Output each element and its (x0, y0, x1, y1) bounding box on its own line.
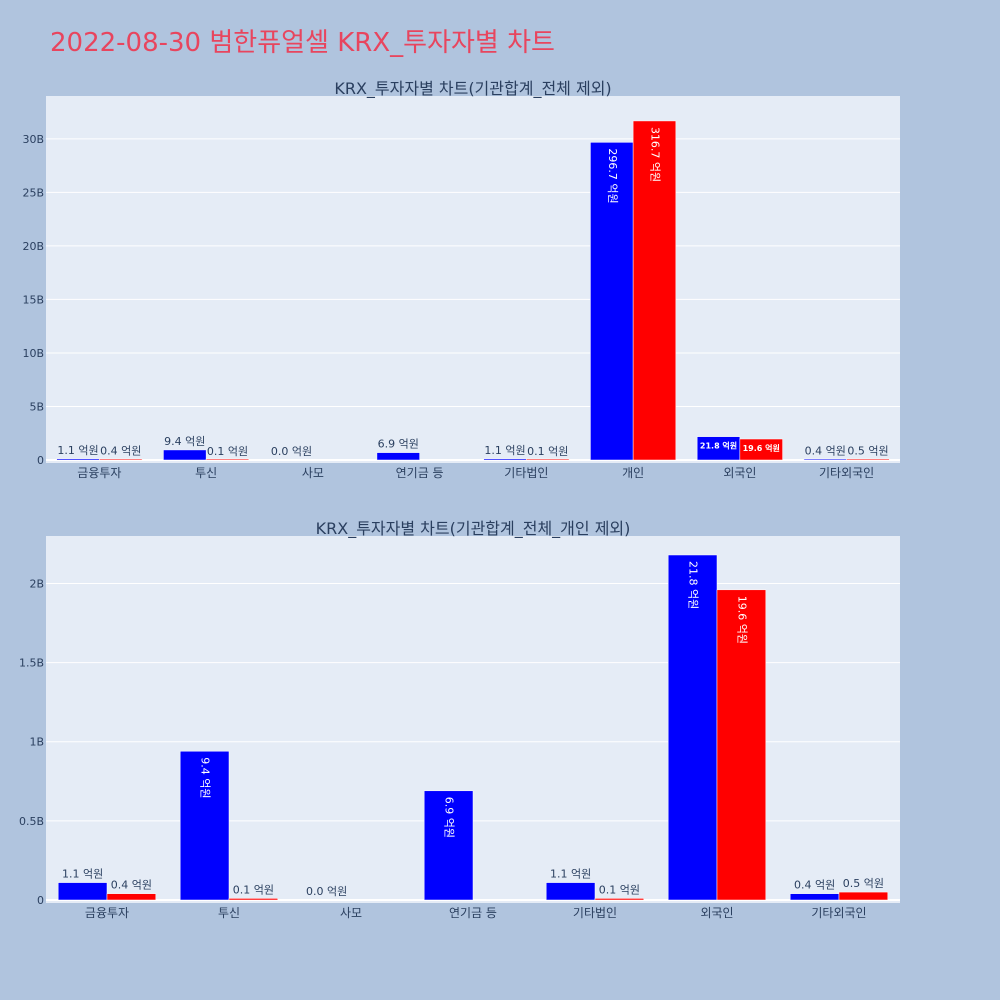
x-tick-label: 외국인 (700, 906, 733, 920)
bar-label: 6.9 억원 (443, 797, 456, 838)
bar (789, 893, 840, 901)
bar (205, 458, 250, 461)
y-tick-label: 15B (22, 293, 44, 306)
y-tick-label: 5B (29, 400, 44, 413)
y-tick-label: 1.5B (19, 657, 44, 670)
bar (838, 891, 889, 901)
y-tick-label: 30B (22, 133, 44, 146)
chart-1: 0 5B 10B 15B 20B 25B 30B KRX_투자자별 차트(기관합계_전체 제외… (22, 79, 900, 480)
bar-label: 316.7 억원 (648, 127, 661, 182)
bar-label: 0.1 억원 (599, 883, 640, 896)
bar-label: 0.0 억원 (271, 445, 312, 458)
chart-2: 0 0.5B 1B 1.5B 2B KRX_투자자별 차트(기관합계_전체_개인 제외) 금… (19, 519, 900, 920)
x-tick-label: 기타외국인 (819, 466, 874, 480)
x-tick-label: 투신 (218, 906, 240, 920)
page-title: 2022-08-30 범한퓨얼셀 KRX_투자자별 차트 (50, 28, 555, 58)
plot-area (46, 96, 900, 463)
bar (716, 589, 767, 901)
x-tick-label: 연기금 등 (449, 906, 497, 920)
x-tick-label: 사모 (302, 466, 324, 480)
bar (106, 893, 157, 901)
chart-title: KRX_투자자별 차트(기관합계_전체 제외) (334, 79, 611, 99)
x-tick-label: 사모 (340, 906, 362, 920)
bar-label: 0.1 억원 (233, 883, 274, 896)
bar-label: 9.4 억원 (199, 757, 212, 798)
bar (99, 458, 143, 461)
bar (590, 142, 634, 461)
x-tick-label: 외국인 (723, 466, 756, 480)
y-tick-label: 1B (29, 736, 44, 749)
bar-label: 0.5 억원 (847, 444, 888, 457)
bar-label: 0.4 억원 (111, 879, 152, 892)
bar (545, 882, 596, 901)
y-tick-label: 0.5B (19, 815, 44, 828)
bar-label: 1.1 억원 (62, 868, 103, 881)
x-tick-label: 기타외국인 (811, 906, 866, 920)
bar (739, 438, 783, 461)
bar (526, 458, 570, 461)
x-tick-label: 개인 (622, 466, 644, 480)
y-tick-label: 25B (22, 186, 44, 199)
bar (56, 458, 100, 461)
bar (483, 458, 527, 461)
bar-label: 19.6 억원 (735, 596, 748, 644)
bar-label: 9.4 억원 (164, 435, 205, 448)
bar (376, 452, 420, 461)
x-tick-label: 금융투자 (77, 466, 121, 480)
bar-label: 1.1 억원 (550, 868, 591, 881)
bar-label: 6.9 억원 (378, 438, 419, 451)
bar-label: 0.0 억원 (306, 885, 347, 898)
bar (179, 750, 230, 901)
y-tick-label: 0 (37, 454, 44, 467)
y-tick-label: 20B (22, 240, 44, 253)
x-tick-label: 투신 (195, 466, 217, 480)
bar (228, 898, 279, 901)
x-tick-label: 연기금 등 (396, 466, 444, 480)
x-tick-label: 기타법인 (573, 906, 617, 920)
bar-label: 1.1 억원 (57, 444, 98, 457)
bar (846, 458, 890, 461)
bar (803, 458, 847, 461)
bar (163, 449, 207, 461)
bar-label: 1.1 억원 (484, 444, 525, 457)
bar (594, 898, 645, 901)
bar-label: 0.4 억원 (100, 445, 141, 458)
bar (57, 882, 108, 901)
bar-label: 19.6 억원 (743, 443, 780, 453)
chart-title: KRX_투자자별 차트(기관합계_전체_개인 제외) (316, 519, 631, 539)
bar-label: 0.5 억원 (843, 877, 884, 890)
y-tick-label: 2B (29, 577, 44, 590)
bar-label: 0.4 억원 (794, 879, 835, 892)
bar-label: 0.1 억원 (527, 445, 568, 458)
bar-label: 0.1 억원 (207, 445, 248, 458)
bar-label: 21.8 억원 (700, 441, 737, 451)
bar (632, 120, 677, 461)
bar (423, 790, 474, 901)
bar-label: 0.4 억원 (805, 445, 846, 458)
x-tick-label: 금융투자 (85, 906, 129, 920)
x-tick-label: 기타법인 (504, 466, 548, 480)
y-tick-label: 0 (37, 894, 44, 907)
y-tick-label: 10B (22, 347, 44, 360)
bar-label: 296.7 억원 (606, 148, 619, 203)
bar-label: 21.8 억원 (687, 561, 700, 609)
